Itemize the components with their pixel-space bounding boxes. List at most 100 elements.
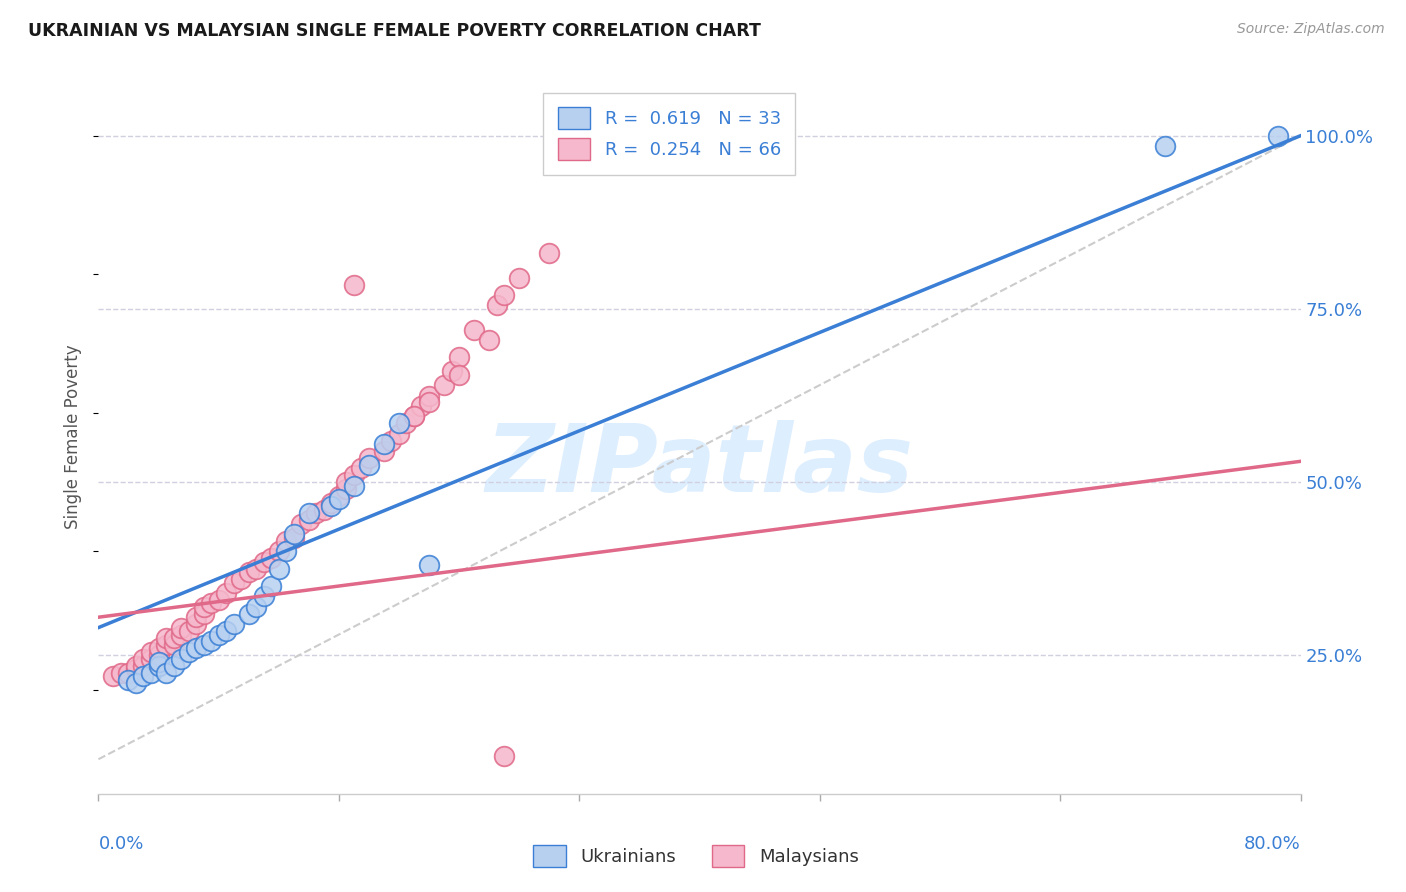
Point: [328, 489, 350, 503]
Point: [170, 627, 193, 641]
Point: [103, 669, 125, 683]
Point: [463, 323, 485, 337]
Point: [267, 544, 290, 558]
Point: [1267, 128, 1289, 143]
Point: [433, 378, 456, 392]
Point: [402, 409, 425, 424]
Point: [343, 478, 366, 492]
Point: [343, 468, 366, 483]
Point: [402, 409, 425, 424]
Y-axis label: Single Female Poverty: Single Female Poverty: [65, 345, 83, 529]
Point: [162, 631, 184, 645]
Point: [155, 638, 177, 652]
Point: [350, 461, 373, 475]
Point: [215, 586, 238, 600]
Point: [148, 641, 170, 656]
Point: [184, 617, 207, 632]
Point: [388, 426, 411, 441]
Point: [283, 531, 305, 545]
Point: [290, 516, 312, 531]
Point: [245, 562, 267, 576]
Point: [132, 669, 155, 683]
Point: [418, 558, 440, 573]
Point: [485, 298, 508, 312]
Point: [447, 368, 470, 382]
Point: [148, 655, 170, 669]
Point: [494, 288, 516, 302]
Text: 80.0%: 80.0%: [1244, 836, 1301, 854]
Point: [110, 665, 132, 680]
Point: [208, 593, 231, 607]
Point: [267, 562, 290, 576]
Point: [184, 610, 207, 624]
Point: [215, 624, 238, 638]
Point: [155, 665, 177, 680]
Point: [132, 652, 155, 666]
Point: [321, 500, 343, 514]
Point: [305, 506, 328, 520]
Point: [447, 351, 470, 365]
Point: [380, 434, 402, 448]
Point: [177, 624, 200, 638]
Point: [276, 534, 298, 549]
Point: [222, 617, 245, 632]
Point: [253, 590, 276, 604]
Point: [200, 634, 222, 648]
Text: ZIPatlas: ZIPatlas: [485, 419, 914, 512]
Point: [148, 658, 170, 673]
Text: Source: ZipAtlas.com: Source: ZipAtlas.com: [1237, 22, 1385, 37]
Point: [117, 673, 139, 687]
Point: [312, 503, 335, 517]
Point: [170, 652, 193, 666]
Point: [335, 475, 357, 489]
Legend: Ukrainians, Malaysians: Ukrainians, Malaysians: [526, 838, 866, 874]
Point: [343, 277, 366, 292]
Point: [494, 748, 516, 763]
Point: [132, 658, 155, 673]
Point: [395, 416, 418, 430]
Legend: R =  0.619   N = 33, R =  0.254   N = 66: R = 0.619 N = 33, R = 0.254 N = 66: [543, 93, 796, 175]
Point: [117, 665, 139, 680]
Point: [139, 665, 162, 680]
Point: [283, 527, 305, 541]
Point: [388, 416, 411, 430]
Point: [418, 388, 440, 402]
Point: [276, 544, 298, 558]
Point: [253, 555, 276, 569]
Point: [238, 607, 260, 621]
Point: [508, 270, 530, 285]
Point: [357, 458, 380, 472]
Point: [177, 645, 200, 659]
Point: [335, 482, 357, 496]
Point: [418, 395, 440, 409]
Point: [125, 658, 148, 673]
Point: [245, 599, 267, 614]
Point: [260, 551, 283, 566]
Point: [200, 596, 222, 610]
Text: 0.0%: 0.0%: [98, 836, 143, 854]
Point: [208, 627, 231, 641]
Point: [538, 246, 561, 260]
Point: [162, 638, 184, 652]
Point: [328, 492, 350, 507]
Point: [440, 364, 463, 378]
Point: [298, 513, 321, 527]
Point: [478, 333, 501, 347]
Point: [193, 607, 215, 621]
Point: [238, 565, 260, 579]
Point: [193, 599, 215, 614]
Point: [139, 645, 162, 659]
Point: [184, 641, 207, 656]
Point: [148, 648, 170, 663]
Point: [155, 631, 177, 645]
Point: [231, 572, 253, 586]
Point: [162, 658, 184, 673]
Point: [125, 676, 148, 690]
Point: [193, 638, 215, 652]
Point: [222, 575, 245, 590]
Point: [1154, 139, 1177, 153]
Point: [139, 652, 162, 666]
Point: [373, 437, 395, 451]
Point: [373, 444, 395, 458]
Point: [321, 496, 343, 510]
